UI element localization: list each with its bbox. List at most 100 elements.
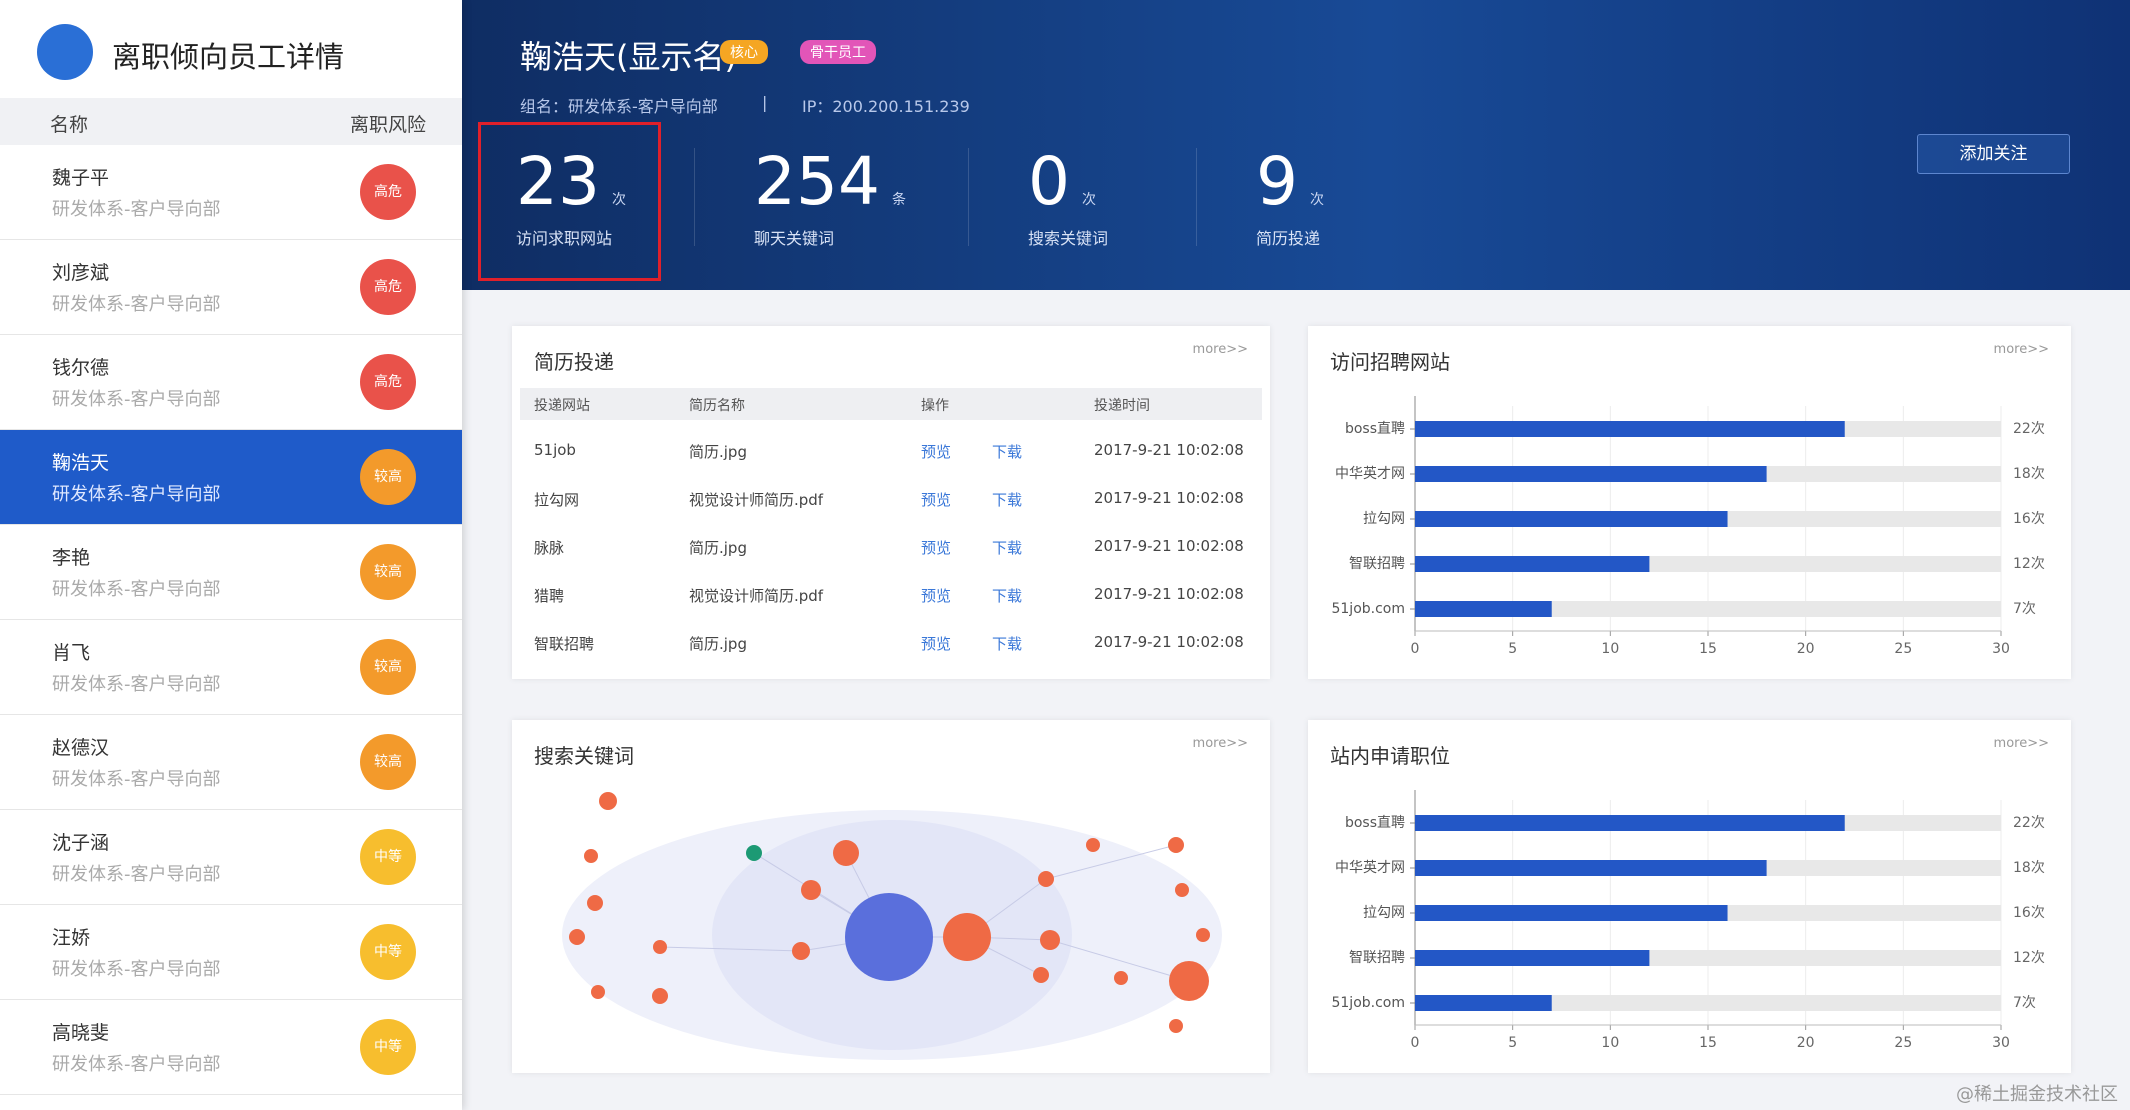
table-cell: 拉勾网 [534,491,580,509]
panel-title: 站内申请职位 [1330,744,1450,768]
value-label: 18次 [2013,466,2045,482]
y-tick-label: 51job.com [1331,995,1405,1011]
y-tick-label: 拉勾网 [1363,511,1405,527]
column-header-bg [0,98,462,145]
y-tick-label: boss直聘 [1345,420,1405,437]
risk-badge: 较高 [360,734,416,790]
stat-label: 访问求职网站 [516,229,613,248]
follow-button[interactable]: 添加关注 [1917,134,2070,174]
employee-dept: 研发体系-客户导向部 [52,484,221,505]
table-cell: 视觉设计师简历.pdf [689,587,824,605]
employee-name: 高晓斐 [52,1022,110,1044]
table-header: 简历名称 [689,398,745,414]
more-link[interactable]: more>> [1993,736,2049,751]
table-cell: 2017-9-21 10:02:08 [1094,441,1244,459]
table-cell: 简历.jpg [689,635,747,653]
employee-dept: 研发体系-客户导向部 [52,864,221,885]
stat-unit: 次 [611,192,626,208]
employee-name: 汪娇 [52,927,91,949]
employee-dept: 研发体系-客户导向部 [52,674,221,695]
employee-dept: 研发体系-客户导向部 [52,199,221,220]
group: 组名：研发体系-客户导向部 [520,97,718,116]
column-header: 离职风险 [350,114,427,136]
table-action[interactable]: 下载 [992,539,1023,557]
x-tick-label: 10 [1601,641,1619,657]
stat-divider [1196,148,1197,246]
table-cell: 猎聘 [534,587,565,605]
employee-row[interactable]: 刘彦斌 研发体系-客户导向部 高危 [0,240,462,335]
employee-dept: 研发体系-客户导向部 [52,1054,221,1075]
table-action[interactable]: 预览 [921,587,952,605]
chart-panel: 访问招聘网站 more>> 0 5 10 15 20 25 30 boss直聘 22次 中华英才网 18… [1308,326,2071,679]
table-cell: 视觉设计师简历.pdf [689,491,824,509]
bar [1415,511,1728,527]
table-action[interactable]: 下载 [992,443,1023,461]
risk-badge: 中等 [360,924,416,980]
panel-title: 访问招聘网站 [1330,350,1450,374]
employee-name: 魏子平 [52,167,110,189]
table-header: 投递时间 [1094,398,1150,414]
bar [1415,815,1845,831]
bar [1415,466,1767,482]
employee-name: 刘彦斌 [52,262,110,284]
keyword-graph [562,792,1222,1060]
x-tick-label: 20 [1797,1035,1815,1051]
table-cell: 2017-9-21 10:02:08 [1094,489,1244,507]
panel-title: 搜索关键词 [534,744,634,768]
sidebar-title: 离职倾向员工详情 [112,40,345,74]
bar-track [1415,995,2001,1011]
value-label: 18次 [2013,860,2045,876]
table-action[interactable]: 预览 [921,635,952,653]
value-label: 7次 [2013,995,2036,1011]
employee-row[interactable]: 魏子平研发体系-客户导向部 高危 [0,145,462,240]
bar [1415,995,1552,1011]
more-link[interactable]: more>> [1192,736,1248,751]
table-action[interactable]: 预览 [921,443,952,461]
more-link[interactable]: more>> [1993,342,2049,357]
more-link[interactable]: more>> [1192,342,1248,357]
table-action[interactable]: 预览 [921,539,952,557]
bar [1415,905,1728,921]
risk-badge: 高危 [360,164,416,220]
x-tick-label: 10 [1601,1035,1619,1051]
risk-badge: 中等 [360,1019,416,1075]
value-label: 16次 [2013,511,2045,527]
x-tick-label: 0 [1411,641,1420,657]
employee-name: 赵德汉 [52,737,110,759]
value-label: 12次 [2013,950,2045,966]
y-tick-label: 拉勾网 [1363,905,1405,921]
column-header: 名称 [50,114,89,136]
y-tick-label: 中华英才网 [1335,859,1405,876]
employee-row[interactable]: 汪娇 研发体系-客户导向部 中等 [0,905,462,1000]
table-action[interactable]: 下载 [992,587,1023,605]
graph-nodes [569,792,1210,1033]
bar-track [1415,601,2001,617]
graph-node [746,845,762,861]
employee-row[interactable]: 肖飞 研发体系-客户导向部 较高 [0,620,462,715]
y-tick-label: 51job.com [1331,601,1405,617]
bar [1415,421,1845,437]
stat-label: 搜索关键词 [1028,229,1109,248]
employee-name: 肖飞 [52,642,91,664]
y-tick-label: 智联招聘 [1349,950,1405,966]
stat-unit: 次 [1082,192,1096,208]
table-action[interactable]: 预览 [921,491,952,509]
x-tick-label: 25 [1894,1035,1912,1051]
table-action[interactable]: 下载 [992,491,1023,509]
table-action[interactable]: 下载 [992,635,1023,653]
x-tick-label: 20 [1797,641,1815,657]
employee-row[interactable]: 高晓斐研发体系-客户导向部 中等 [0,1000,462,1095]
watermark: @稀土掘金技术社区 [1956,1084,2118,1105]
tag: 核心 [720,40,768,64]
employee-row[interactable]: 鞠浩天 研发体系-客户导向部 较高 [0,430,462,525]
resume-panel: 简历投递 more>> 投递网站 简历名称 操作 投递时间 51job 简历.jpg 预览 下载 2… [512,326,1270,679]
employee-row[interactable]: 沈子涵 研发体系-客户导向部 中等 [0,810,462,905]
x-tick-label: 5 [1508,1035,1517,1051]
value-label: 12次 [2013,556,2045,572]
employee-row[interactable]: 赵德汉 研发体系-客户导向部 较高 [0,715,462,810]
y-tick-label: boss直聘 [1345,814,1405,831]
employee-dept: 研发体系-客户导向部 [52,294,221,315]
employee-row[interactable]: 李艳 研发体系-客户导向部 较高 [0,525,462,620]
employee-row[interactable]: 钱尔德 研发体系-客户导向部 高危 [0,335,462,430]
